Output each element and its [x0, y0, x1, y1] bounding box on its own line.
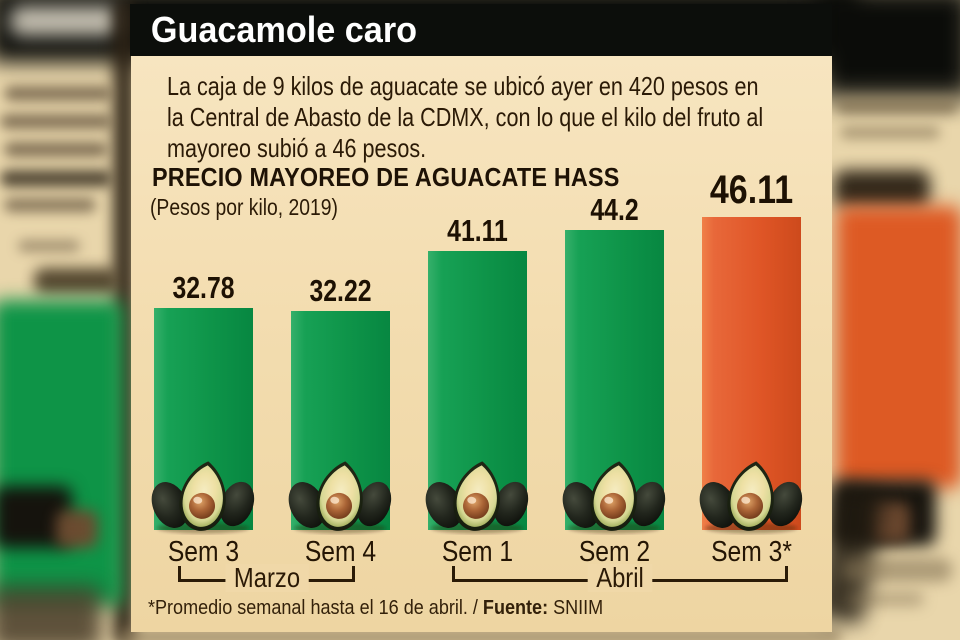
source-label: Fuente:	[482, 596, 549, 619]
bg-blur-shape	[836, 206, 960, 488]
bg-blur-shape	[0, 114, 112, 129]
bg-blur-shape	[0, 300, 124, 606]
bar-category-label: Sem 2	[578, 536, 651, 568]
bg-blur-shape	[0, 170, 112, 187]
bar-value-label: 46.11	[709, 168, 794, 212]
bar-value-label: 44.2	[590, 192, 639, 227]
month-label: Marzo	[224, 564, 309, 592]
bracket-tick	[178, 566, 181, 582]
bg-blur-shape	[4, 142, 108, 157]
avocado-image	[151, 461, 255, 534]
bracket-tick	[452, 566, 455, 582]
avocado-image	[425, 461, 529, 534]
source-value: SNIIM	[548, 596, 604, 619]
page-title: Guacamole caro	[150, 9, 418, 50]
bg-blur-shape	[56, 510, 98, 548]
intro-text: La caja de 9 kilos de aguacate se ubicó …	[167, 71, 885, 164]
bg-blur-shape	[836, 98, 958, 114]
bg-blur-shape	[4, 198, 96, 212]
bg-blur-shape	[818, 0, 960, 98]
bg-blur-shape	[834, 170, 930, 208]
chart-subtitle: (Pesos por kilo, 2019)	[150, 194, 338, 220]
chart-title: PRECIO MAYOREO DE AGUACATE HASS	[152, 162, 620, 192]
bar-category-label: Sem 1	[441, 536, 514, 568]
bar-category-label: Sem 3*	[711, 536, 792, 568]
bg-blur-shape	[4, 86, 112, 101]
header-bar: Guacamole caro	[130, 4, 832, 56]
bracket-tick	[352, 566, 355, 582]
bg-blur-shape	[842, 558, 952, 582]
bg-blur-shape	[840, 126, 940, 139]
month-label: Abril	[587, 564, 653, 592]
month-bracket-marzo: Marzo	[178, 564, 355, 592]
bar-category-label: Sem 3	[167, 536, 240, 568]
bg-blur-shape	[0, 586, 102, 640]
source-footnote: *Promedio semanal hasta el 16 de abril. …	[148, 597, 603, 619]
intro-line: La caja de 9 kilos de aguacate se ubicó …	[167, 71, 759, 101]
footnote-text: *Promedio semanal hasta el 16 de abril. …	[148, 596, 483, 619]
bar-value-label: 41.11	[447, 213, 508, 248]
bar-value-label: 32.22	[309, 273, 372, 308]
bg-blur-shape	[846, 592, 924, 606]
bg-blur-shape	[18, 240, 80, 252]
intro-line: mayoreo subió a 46 pesos.	[167, 133, 427, 163]
intro-line: la Central de Abasto de la CDMX, con lo …	[167, 102, 764, 132]
bar-chart: 32.78 Sem 3 32.22 Sem 4 41.11 Sem 1 44.2 Se…	[131, 56, 832, 632]
bar-category-label: Sem 4	[304, 536, 377, 568]
bg-blur-shape	[34, 268, 118, 294]
avocado-image	[562, 461, 666, 534]
bracket-tick	[785, 566, 788, 582]
avocado-image	[288, 461, 392, 534]
bar-value-label: 32.78	[172, 270, 235, 305]
chart-card: La caja de 9 kilos de aguacate se ubicó …	[131, 56, 832, 632]
month-bracket-abril: Abril	[452, 564, 788, 592]
avocado-image	[699, 461, 803, 534]
bg-blur-shape	[10, 6, 120, 36]
